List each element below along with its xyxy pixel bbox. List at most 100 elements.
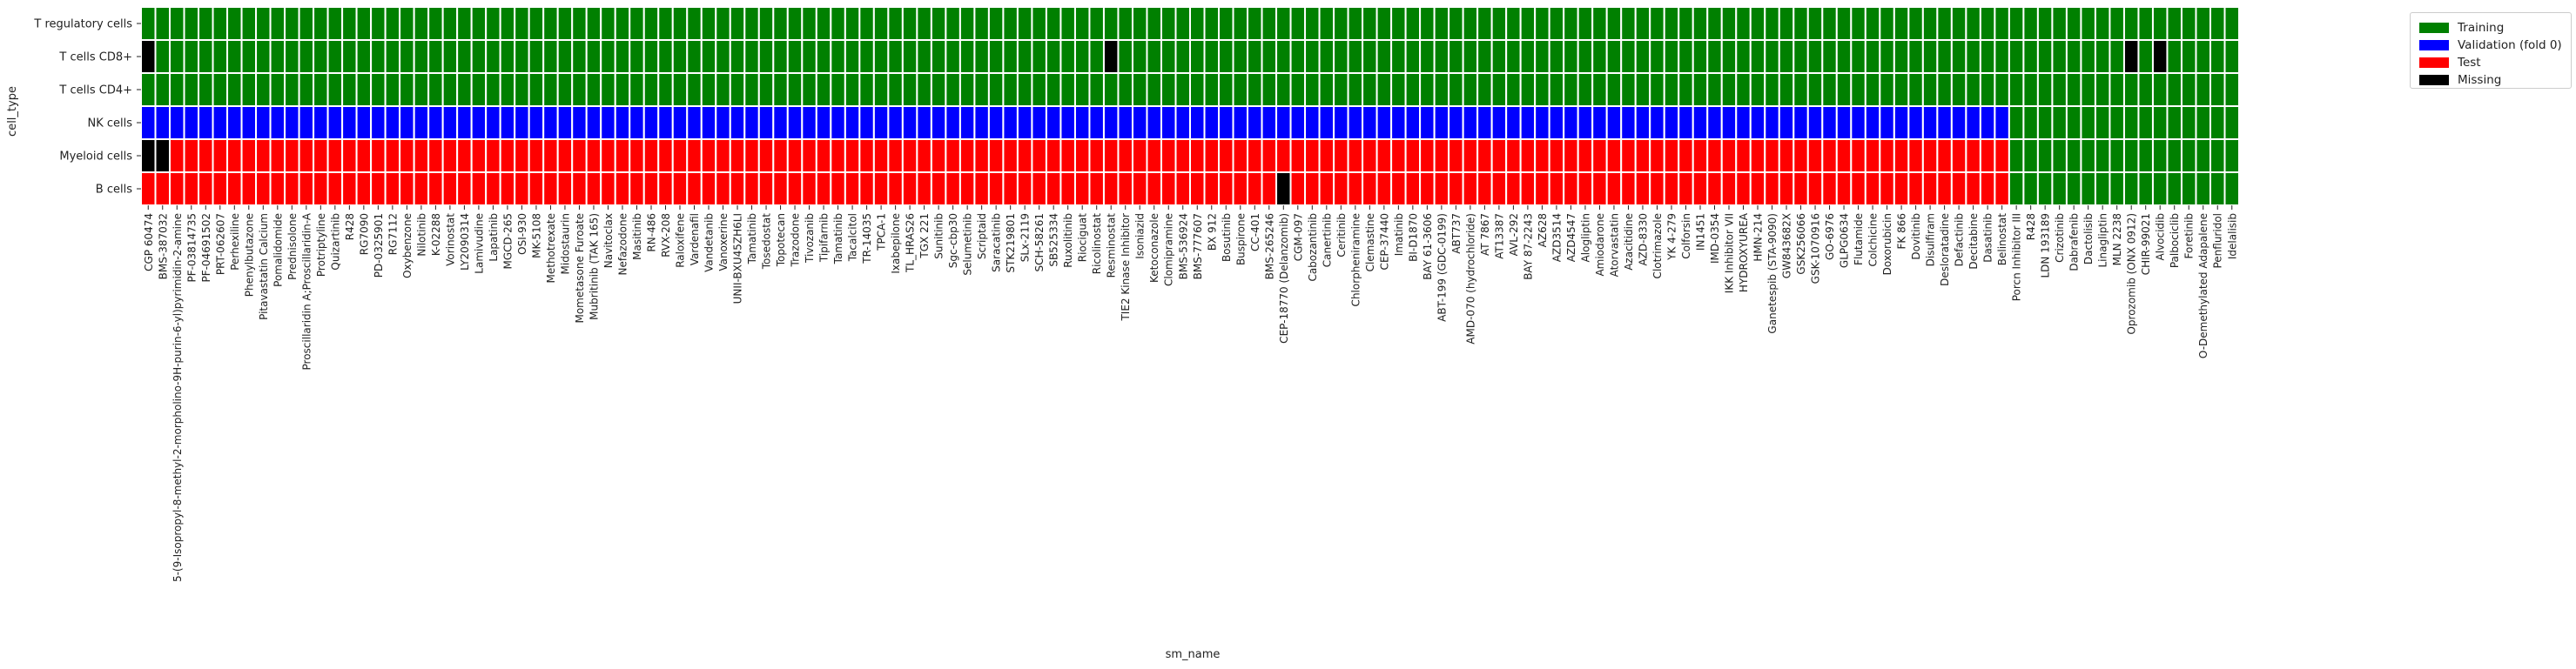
heatmap-cell (1174, 138, 1191, 173)
heatmap-cell (1433, 171, 1450, 206)
heatmap-cell (1289, 105, 1307, 140)
heatmap-cell (1764, 6, 1780, 41)
heatmap-cell (1088, 105, 1105, 140)
heatmap-cell (226, 72, 243, 107)
heatmap-cell (1893, 138, 1910, 173)
heatmap-cell (370, 72, 387, 107)
heatmap-cell (1605, 138, 1623, 173)
heatmap-cell (1419, 105, 1436, 140)
heatmap-cell (313, 39, 329, 74)
heatmap-cell (399, 72, 415, 107)
heatmap-cell (600, 138, 616, 173)
column-tick-label: BAY 61-3606 (1422, 213, 1434, 280)
heatmap-cell (1692, 138, 1709, 173)
legend-label-validation: Validation (fold 0) (2458, 38, 2562, 52)
heatmap-cell (313, 171, 329, 206)
heatmap-cell (2080, 105, 2096, 140)
heatmap-cell (1778, 171, 1795, 206)
heatmap-cell (1131, 72, 1148, 107)
heatmap-cell (2051, 138, 2068, 173)
heatmap-cell (1304, 6, 1321, 41)
heatmap-cell (830, 39, 846, 74)
heatmap-cell (1476, 138, 1493, 173)
heatmap-cell (1620, 138, 1637, 173)
heatmap-cell (2180, 138, 2197, 173)
heatmap-cell (2151, 171, 2169, 206)
heatmap-cell (1333, 105, 1349, 140)
heatmap-cell (1203, 6, 1221, 41)
heatmap-cell (485, 39, 501, 74)
heatmap-cell (140, 105, 157, 140)
column-tick-label: FK 866 (1896, 213, 1908, 250)
heatmap-cell (1131, 138, 1148, 173)
heatmap-cell (2051, 171, 2068, 206)
heatmap-cell (2180, 171, 2197, 206)
heatmap-cell (815, 6, 832, 41)
heatmap-cell (2209, 72, 2226, 107)
heatmap-cell (830, 72, 846, 107)
column-tick-label: YK 4-279 (1665, 213, 1678, 261)
column-tick-label: Desloratadine (1939, 213, 1951, 286)
column-tick-label: Palbociclib (2169, 213, 2181, 268)
heatmap-cell (1289, 6, 1307, 41)
heatmap-cell (901, 138, 918, 173)
heatmap-cell (1275, 72, 1292, 107)
legend-swatch-validation (2419, 40, 2449, 50)
heatmap-cell (1778, 6, 1795, 41)
heatmap-cell (757, 72, 775, 107)
heatmap-cell (370, 138, 387, 173)
heatmap-cell (1577, 39, 1594, 74)
heatmap-cell (887, 39, 904, 74)
heatmap-cell (326, 72, 344, 107)
heatmap-cell (1347, 171, 1364, 206)
heatmap-cell (1247, 6, 1263, 41)
column-tick-label: CEP-37440 (1378, 213, 1390, 270)
heatmap-cell (1347, 39, 1364, 74)
column-tick-label: Quizartinib (329, 213, 341, 271)
heatmap-cell (399, 138, 415, 173)
heatmap-cell (2036, 171, 2054, 206)
heatmap-cell (198, 138, 214, 173)
heatmap-cell (1548, 138, 1565, 173)
heatmap-cell (140, 72, 157, 107)
heatmap-cell (1706, 138, 1723, 173)
heatmap-cell (1333, 171, 1349, 206)
heatmap-cell (1160, 138, 1177, 173)
heatmap-cell (2195, 6, 2211, 41)
column-tick-label: Vandetanib (703, 213, 716, 272)
heatmap-cell (1950, 105, 1967, 140)
heatmap-cell (2022, 171, 2039, 206)
heatmap-cell (1059, 105, 1076, 140)
heatmap-cell (844, 138, 861, 173)
heatmap-cell (542, 72, 559, 107)
heatmap-cell (1362, 105, 1378, 140)
heatmap-cell (1419, 6, 1436, 41)
heatmap-cell (1275, 105, 1292, 140)
heatmap-cell (1806, 138, 1824, 173)
heatmap-cell (1362, 171, 1378, 206)
heatmap-cell (1591, 6, 1608, 41)
heatmap-cell (887, 138, 904, 173)
heatmap-cell (887, 6, 904, 41)
heatmap-cell (1073, 72, 1091, 107)
heatmap-cell (1102, 72, 1120, 107)
heatmap-cell (1088, 138, 1105, 173)
heatmap-cell (2137, 105, 2154, 140)
heatmap-cell (1577, 171, 1594, 206)
heatmap-cell (945, 138, 961, 173)
heatmap-cell (801, 105, 817, 140)
heatmap-cell (1088, 72, 1105, 107)
heatmap-cell (1203, 72, 1221, 107)
heatmap-cell (298, 171, 315, 206)
heatmap-cell (945, 171, 961, 206)
heatmap-cell (1792, 105, 1809, 140)
heatmap-cell (1002, 6, 1019, 41)
heatmap-cell (629, 72, 645, 107)
column-tick-label: Topotecan (775, 213, 787, 267)
heatmap-cell (858, 138, 875, 173)
heatmap-cell (585, 39, 602, 74)
heatmap-cell (1088, 171, 1105, 206)
heatmap-cell (1362, 39, 1378, 74)
heatmap-cell (1936, 6, 1953, 41)
heatmap-cell (1031, 105, 1047, 140)
